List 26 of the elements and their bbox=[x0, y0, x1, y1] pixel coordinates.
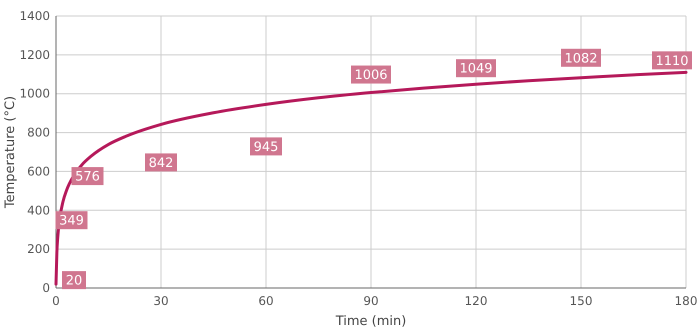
y-tick-label: 400 bbox=[27, 203, 50, 218]
x-tick-label: 150 bbox=[570, 294, 592, 308]
y-tick-label: 200 bbox=[27, 242, 50, 256]
x-axis-title: Time (min) bbox=[334, 314, 406, 329]
y-tick-label: 800 bbox=[27, 126, 50, 140]
data-label: 349 bbox=[59, 214, 84, 229]
data-label: 1049 bbox=[459, 62, 493, 77]
y-tick-label: 600 bbox=[27, 164, 50, 178]
x-tick-label: 0 bbox=[52, 294, 60, 308]
x-tick-label: 90 bbox=[363, 294, 379, 308]
data-label: 945 bbox=[254, 140, 278, 155]
x-tick-label: 180 bbox=[674, 294, 698, 308]
y-tick-label: 0 bbox=[42, 281, 50, 295]
data-label: 842 bbox=[148, 156, 174, 171]
y-tick-label: 1400 bbox=[19, 9, 50, 23]
data-label: 1006 bbox=[354, 68, 388, 84]
data-label: 1110 bbox=[655, 54, 689, 69]
x-tick-label: 120 bbox=[464, 294, 488, 308]
y-tick-label: 1200 bbox=[19, 48, 50, 62]
y-axis-title: Temperature (°C) bbox=[3, 96, 18, 210]
data-label: 576 bbox=[75, 170, 100, 185]
x-tick-label: 30 bbox=[153, 294, 169, 308]
x-tick-label: 60 bbox=[258, 294, 274, 308]
y-tick-label: 1000 bbox=[19, 86, 50, 101]
data-label: 20 bbox=[66, 274, 82, 289]
data-label: 1082 bbox=[564, 51, 598, 66]
